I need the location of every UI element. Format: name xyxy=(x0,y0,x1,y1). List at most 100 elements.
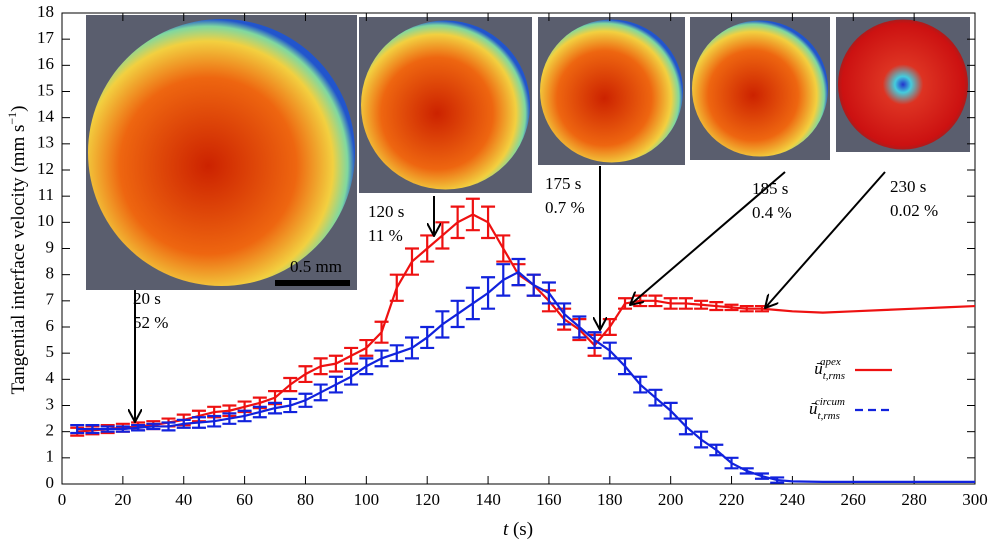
error-bar xyxy=(268,401,283,415)
error-bar xyxy=(663,401,678,420)
error-bar xyxy=(602,341,617,360)
error-bar xyxy=(450,299,465,329)
x-tick-label: 300 xyxy=(962,490,988,509)
annotation-fraction: 0.02 % xyxy=(890,201,938,220)
error-bar xyxy=(663,297,678,310)
y-tick-label: 15 xyxy=(37,80,54,99)
insets: 0.5 mm xyxy=(86,15,970,290)
error-bar xyxy=(176,418,191,429)
error-bar xyxy=(85,424,100,435)
error-bar xyxy=(511,257,526,287)
error-bar xyxy=(359,338,374,357)
y-tick-label: 10 xyxy=(37,211,54,230)
legend-label: ūt,rms circum xyxy=(809,396,845,422)
error-bar xyxy=(252,405,267,419)
annotation-arrow xyxy=(630,171,786,305)
error-bar xyxy=(739,467,754,475)
error-bar xyxy=(313,383,328,402)
error-bar xyxy=(374,320,389,344)
y-tick-label: 0 xyxy=(46,473,55,492)
y-label-sup: −1 xyxy=(5,112,19,125)
error-bar xyxy=(709,301,724,312)
y-tick-label: 14 xyxy=(37,107,55,126)
series-line xyxy=(77,213,976,433)
y-tick-label: 2 xyxy=(46,421,55,440)
error-bar xyxy=(420,234,435,263)
x-tick-label: 120 xyxy=(414,490,440,509)
annotation-time: 175 s xyxy=(545,174,581,193)
error-bar xyxy=(496,234,511,263)
x-tick-label: 160 xyxy=(536,490,562,509)
error-bar xyxy=(207,414,222,428)
error-bar xyxy=(633,375,648,394)
error-bar xyxy=(557,302,572,326)
y-tick-label: 13 xyxy=(37,133,54,152)
annotation-time: 20 s xyxy=(133,289,161,308)
error-bar xyxy=(739,304,754,313)
x-tick-label: 220 xyxy=(719,490,745,509)
error-bar xyxy=(678,297,693,310)
error-bar xyxy=(496,263,511,297)
error-bar xyxy=(572,315,587,339)
error-bar xyxy=(481,205,496,240)
x-tick-label: 0 xyxy=(58,490,67,509)
error-bar xyxy=(678,417,693,436)
y-tick-label: 9 xyxy=(46,237,55,256)
scale-bar-label: 0.5 mm xyxy=(290,257,342,276)
y-tick-label: 16 xyxy=(37,54,54,73)
x-tick-label: 280 xyxy=(901,490,927,509)
error-bar xyxy=(313,357,328,376)
x-label-unit: (s) xyxy=(513,519,533,540)
error-bar xyxy=(435,221,450,250)
error-bar xyxy=(283,376,298,393)
error-bar xyxy=(420,325,435,350)
error-bar xyxy=(70,424,85,435)
error-bar xyxy=(709,443,724,457)
y-tick-label: 1 xyxy=(46,447,55,466)
series-line xyxy=(77,270,975,484)
x-tick-label: 200 xyxy=(658,490,684,509)
y-tick-label: 17 xyxy=(37,28,55,47)
error-bar xyxy=(618,357,633,376)
annotation-time: 120 s xyxy=(368,202,404,221)
y-tick-label: 3 xyxy=(46,394,55,413)
x-tick-label: 100 xyxy=(354,490,380,509)
annotation-fraction: 11 % xyxy=(368,226,403,245)
error-bar xyxy=(298,365,313,384)
x-axis-label: t (s) xyxy=(503,519,533,540)
inset-droplet xyxy=(692,20,828,157)
error-bar xyxy=(465,197,480,232)
error-bar xyxy=(328,354,343,373)
x-tick-label: 180 xyxy=(597,490,623,509)
annotation-fraction: 52 % xyxy=(133,313,168,332)
error-bar xyxy=(131,424,146,432)
error-bar xyxy=(526,273,541,297)
error-bar xyxy=(724,456,739,470)
inset-droplet xyxy=(540,19,683,163)
x-tick-label: 20 xyxy=(114,490,131,509)
error-bar xyxy=(100,425,115,433)
x-label-var: t xyxy=(503,519,509,540)
y-tick-label: 5 xyxy=(46,342,55,361)
x-tick-label: 60 xyxy=(236,490,253,509)
y-axis-label: Tangential interface velocity (mm s−1) xyxy=(5,106,30,395)
x-tick-label: 240 xyxy=(780,490,806,509)
error-bar xyxy=(191,416,206,429)
annotation-arrow xyxy=(765,171,886,308)
error-bar xyxy=(374,349,389,368)
error-bar xyxy=(344,346,359,365)
error-bar xyxy=(648,294,663,308)
inset-droplet xyxy=(838,19,968,150)
error-bar xyxy=(283,397,298,414)
error-bar xyxy=(115,425,130,433)
error-bar xyxy=(344,367,359,386)
x-tick-label: 260 xyxy=(841,490,867,509)
error-bar xyxy=(465,286,480,321)
error-bar xyxy=(237,409,252,423)
annotation-time: 230 s xyxy=(890,177,926,196)
error-bar xyxy=(587,331,602,350)
error-bar xyxy=(389,344,404,363)
x-tick-label: 40 xyxy=(175,490,192,509)
